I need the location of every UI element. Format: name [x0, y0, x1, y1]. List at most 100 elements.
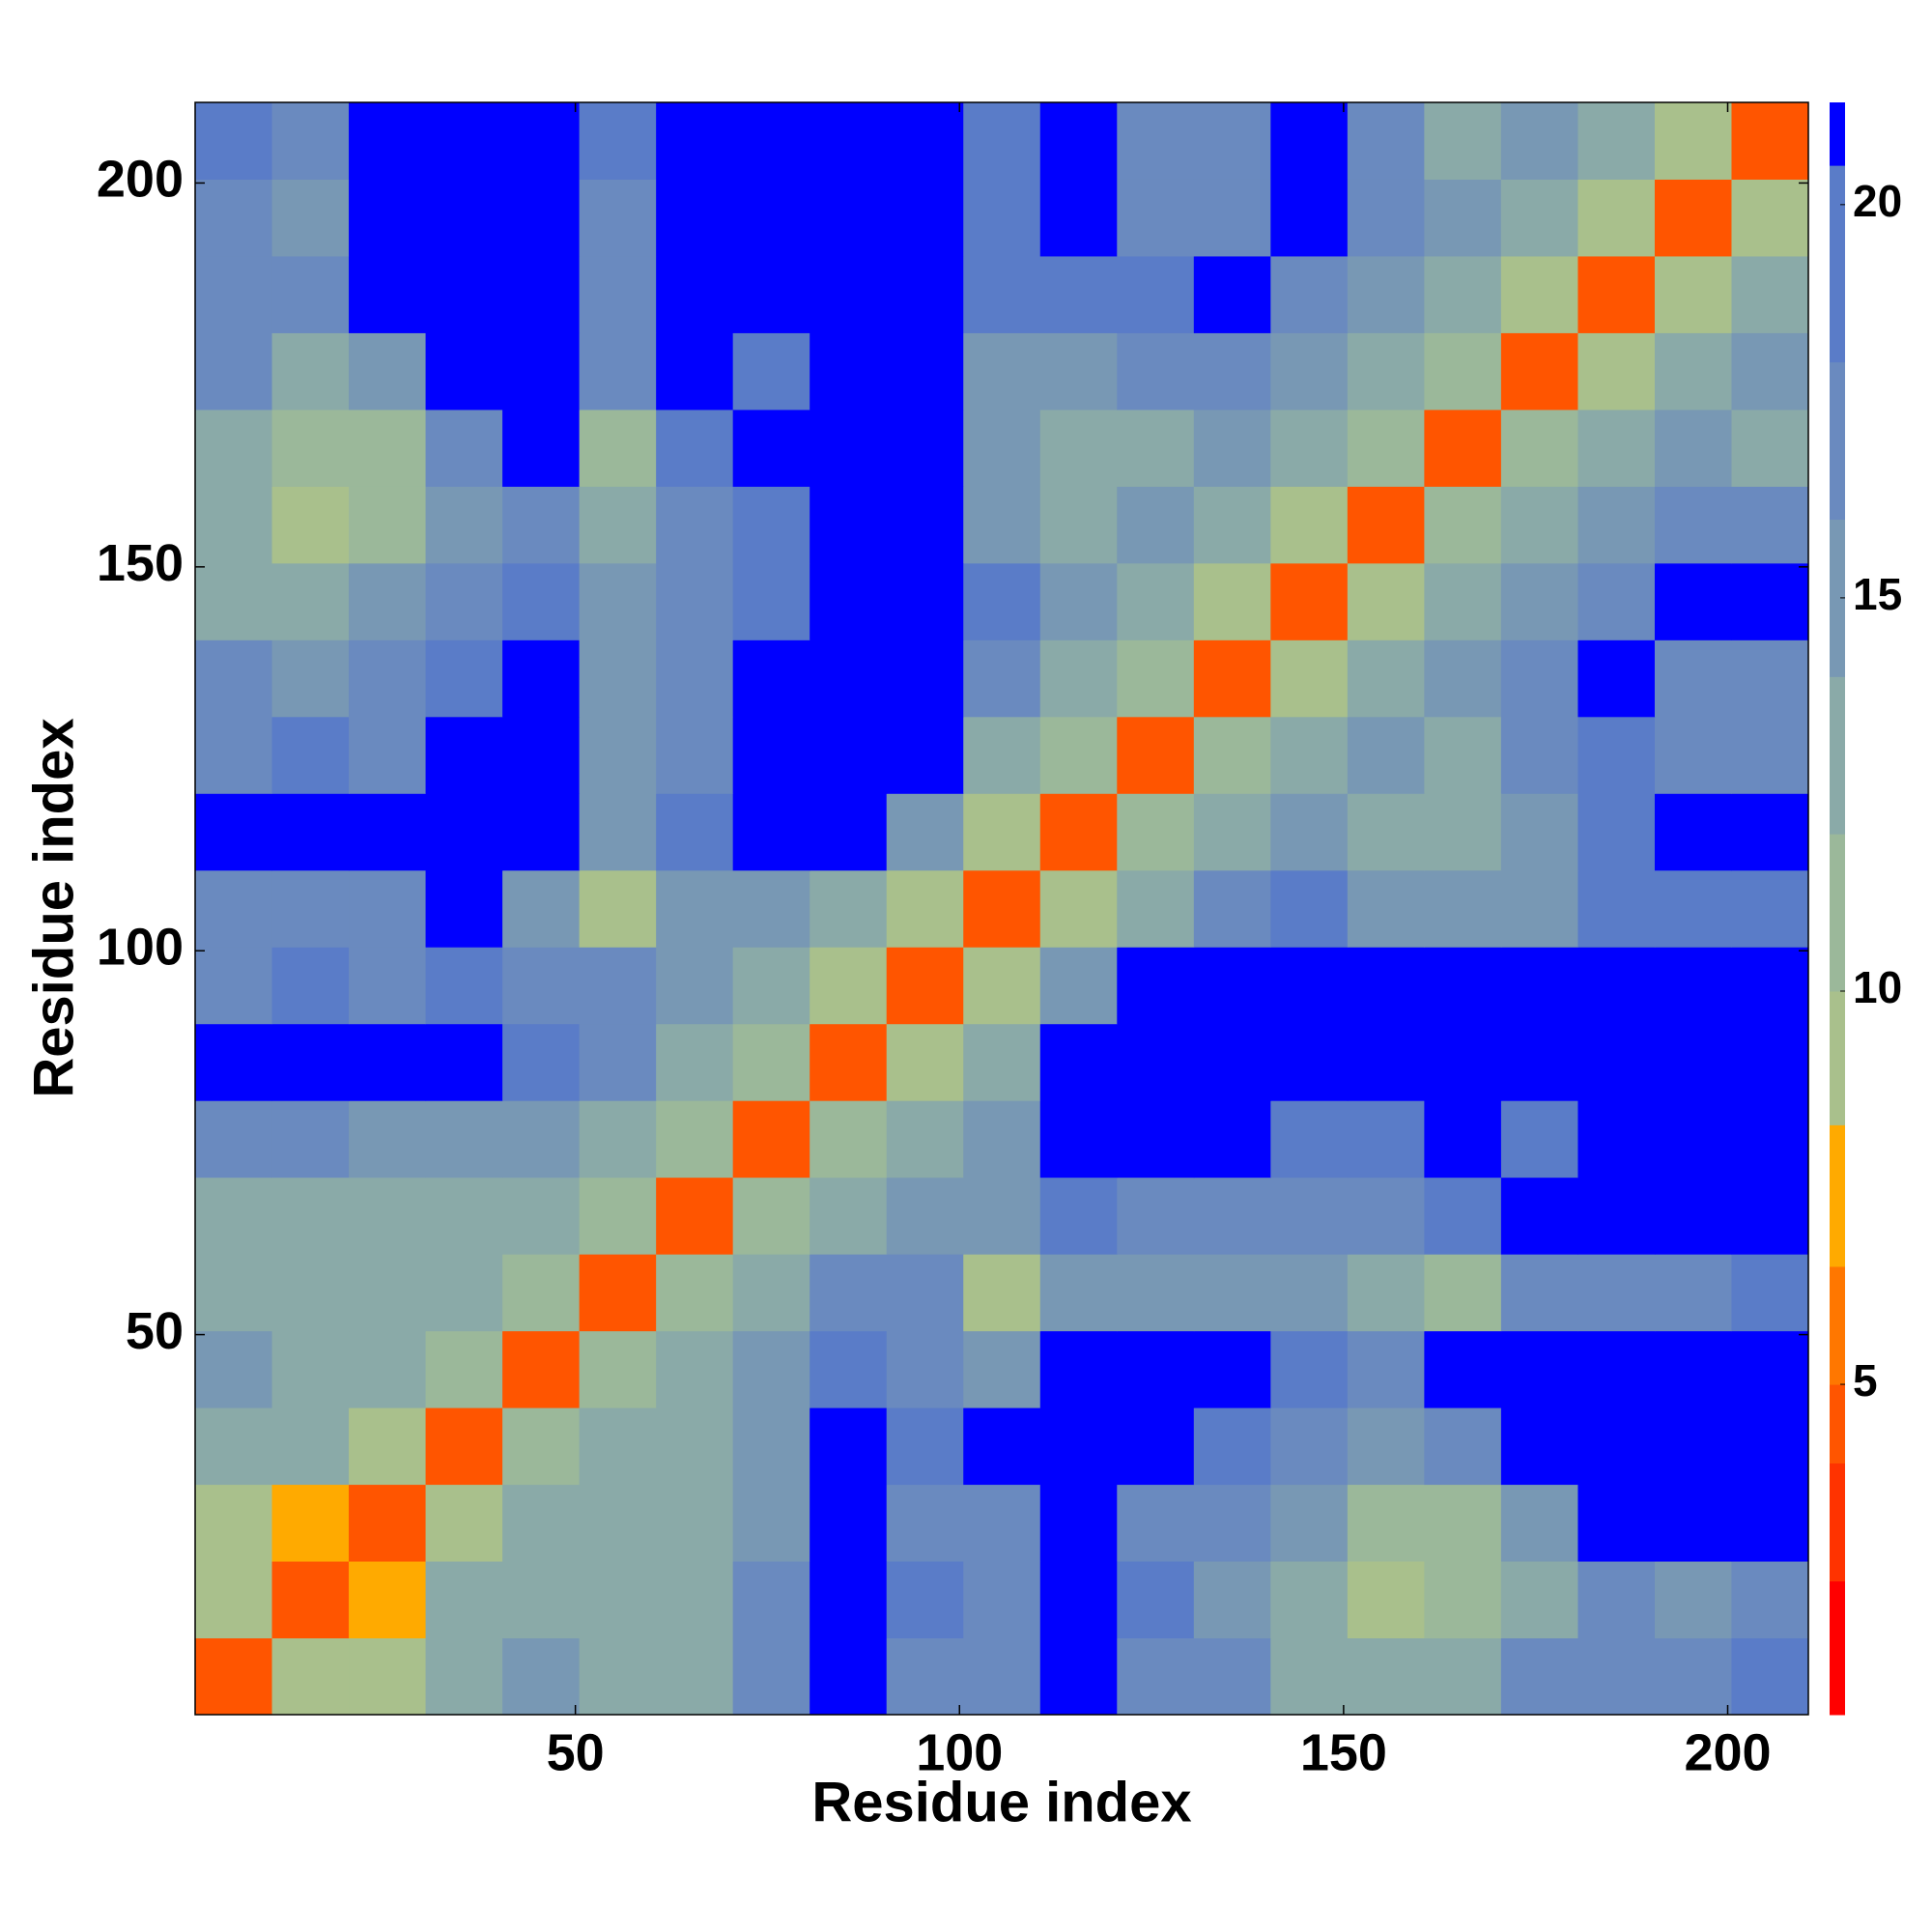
heatmap-cell: [810, 255, 888, 333]
heatmap-cell: [656, 1330, 734, 1408]
heatmap-cell: [1347, 1484, 1425, 1562]
heatmap-cell: [1193, 793, 1271, 871]
heatmap-cell: [1500, 947, 1578, 1025]
heatmap-cell: [732, 562, 810, 640]
colorbar-tick-label: 15: [1853, 569, 1902, 619]
heatmap-cell: [1654, 179, 1732, 257]
heatmap-cell: [1654, 486, 1732, 564]
heatmap-cell: [425, 639, 503, 718]
heatmap-cell: [1347, 716, 1425, 794]
heatmap-cell: [1270, 1100, 1349, 1179]
heatmap-cell: [810, 1254, 888, 1332]
heatmap-cell: [349, 102, 427, 180]
heatmap-cell: [1654, 1637, 1732, 1716]
heatmap-cell: [349, 562, 427, 640]
x-axis-label: Residue index: [811, 1771, 1191, 1833]
heatmap-cell: [1424, 102, 1502, 180]
heatmap-cell: [732, 1484, 810, 1562]
heatmap-cell: [1117, 716, 1195, 794]
heatmap-cell: [579, 332, 657, 411]
heatmap-cell: [1500, 1561, 1578, 1639]
heatmap-cell: [1577, 562, 1656, 640]
heatmap-cell: [271, 639, 350, 718]
heatmap-cell: [195, 1407, 273, 1486]
heatmap-cell: [1347, 409, 1425, 487]
heatmap-cell: [1731, 1330, 1809, 1408]
heatmap-cell: [963, 947, 1041, 1025]
heatmap-cell: [1500, 1484, 1578, 1562]
heatmap-cell: [579, 486, 657, 564]
heatmap-cell: [1731, 947, 1809, 1025]
heatmap-cell: [1500, 1023, 1578, 1101]
heatmap-cell: [1039, 869, 1118, 948]
heatmap-cell: [732, 1177, 810, 1255]
heatmap-cell: [502, 1561, 581, 1639]
heatmap-cell: [1193, 1100, 1271, 1179]
heatmap-cell: [425, 947, 503, 1025]
heatmap-cell: [1270, 255, 1349, 333]
heatmap-cell: [271, 179, 350, 257]
heatmap-cell: [1500, 409, 1578, 487]
heatmap-cell: [656, 947, 734, 1025]
heatmap-cell: [349, 1484, 427, 1562]
heatmap-cell: [349, 179, 427, 257]
heatmap-cell: [349, 409, 427, 487]
y-tick-label: 100: [97, 918, 184, 976]
heatmap-cell: [502, 639, 581, 718]
heatmap-cell: [1500, 1177, 1578, 1255]
heatmap-cell: [732, 639, 810, 718]
heatmap-cell: [1577, 179, 1656, 257]
heatmap-cell: [1347, 486, 1425, 564]
heatmap-cell: [810, 179, 888, 257]
heatmap-cell: [502, 179, 581, 257]
colorbar-band: [1830, 519, 1845, 677]
heatmap-cell: [1193, 639, 1271, 718]
heatmap-cell: [1654, 947, 1732, 1025]
heatmap-cell: [1500, 1330, 1578, 1408]
heatmap-cell: [1577, 639, 1656, 718]
heatmap-cell: [1117, 793, 1195, 871]
heatmap-cell: [1193, 1177, 1271, 1255]
heatmap-cell: [1654, 1407, 1732, 1486]
heatmap-cell: [349, 639, 427, 718]
heatmap-cell: [425, 1100, 503, 1179]
heatmap-cell: [1500, 255, 1578, 333]
heatmap-cell: [579, 1407, 657, 1486]
heatmap-cell: [425, 486, 503, 564]
heatmap-cell: [195, 793, 273, 871]
heatmap-cell: [1193, 716, 1271, 794]
heatmap-cell: [1424, 1484, 1502, 1562]
heatmap-cell: [656, 1177, 734, 1255]
heatmap-cell: [579, 1561, 657, 1639]
heatmap-cell: [195, 1254, 273, 1332]
heatmap-cell: [1039, 332, 1118, 411]
heatmap-cell: [963, 102, 1041, 180]
heatmap-cell: [886, 947, 964, 1025]
heatmap-cell: [1270, 409, 1349, 487]
heatmap-cell: [1500, 1407, 1578, 1486]
heatmap-cell: [656, 255, 734, 333]
heatmap-cell: [732, 1023, 810, 1101]
heatmap-cell: [1424, 179, 1502, 257]
heatmap-cell: [886, 1254, 964, 1332]
heatmap-cell: [732, 1407, 810, 1486]
heatmap-cell: [1424, 1561, 1502, 1639]
heatmap-cell: [810, 562, 888, 640]
heatmap-cell: [1500, 102, 1578, 180]
heatmap-cell: [349, 947, 427, 1025]
heatmap-cell: [502, 1407, 581, 1486]
heatmap-cell: [1731, 639, 1809, 718]
heatmap-cell: [502, 869, 581, 948]
heatmap-cell: [349, 716, 427, 794]
heatmap-cell: [1270, 793, 1349, 871]
heatmap-cell: [1731, 255, 1809, 333]
heatmap-cell: [425, 1254, 503, 1332]
heatmap-cell: [271, 486, 350, 564]
heatmap-cell: [1270, 1407, 1349, 1486]
heatmap-cell: [1039, 255, 1118, 333]
heatmap-cell: [1424, 716, 1502, 794]
heatmap-cell: [195, 1637, 273, 1716]
heatmap-cell: [1347, 179, 1425, 257]
heatmap-cell: [886, 255, 964, 333]
heatmap-cell: [349, 1637, 427, 1716]
